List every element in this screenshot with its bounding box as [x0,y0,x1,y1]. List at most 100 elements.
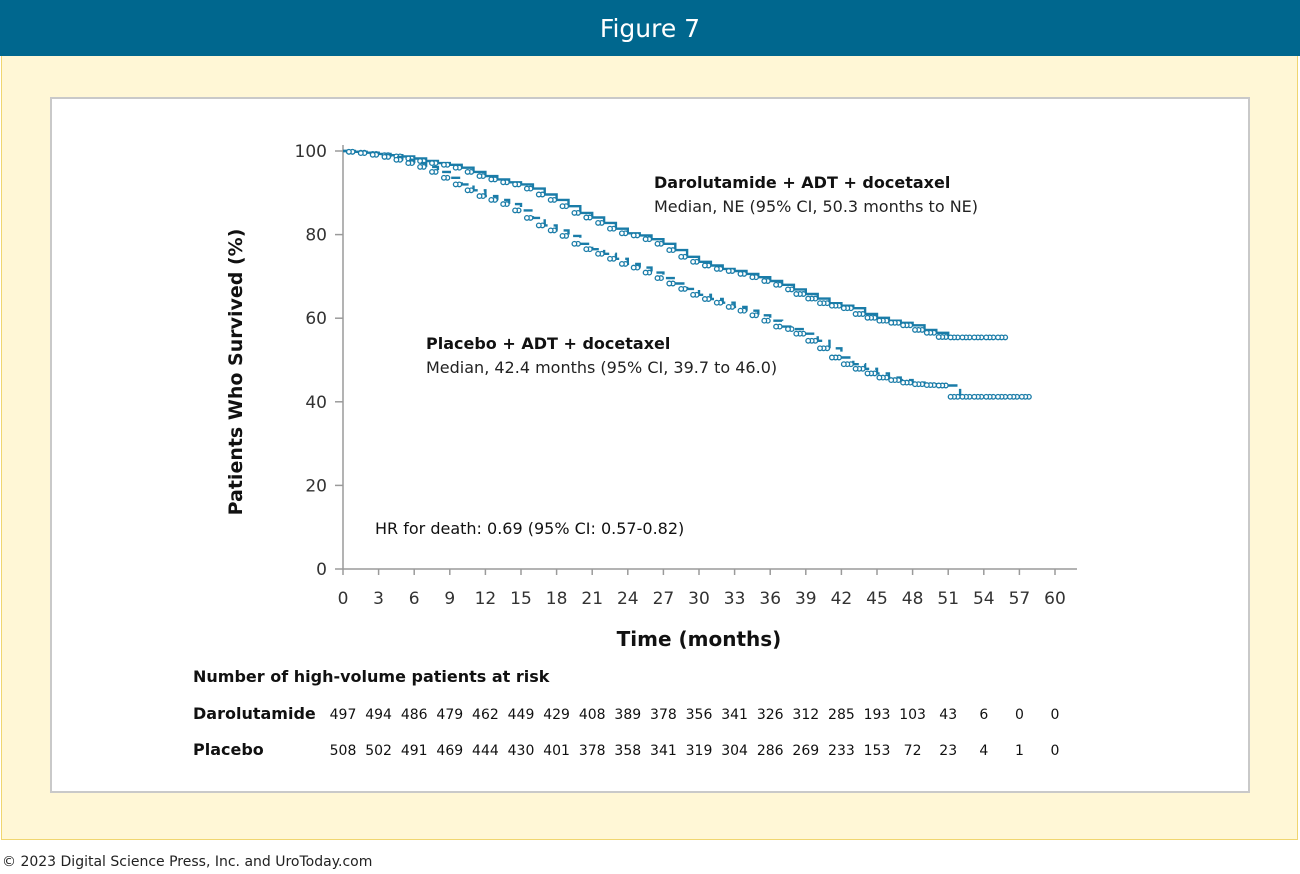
censor-mark [828,354,835,361]
censor-mark [793,330,800,337]
censor-mark [840,361,847,368]
censor-mark [666,247,673,254]
censor-mark [923,329,930,336]
censor-mark [971,393,978,400]
censor-mark [666,280,673,287]
risk-value: 0 [1051,743,1060,759]
censor-mark [429,168,435,175]
censor-mark [817,300,823,307]
censor-mark [785,326,791,333]
censor-mark [476,173,483,180]
censor-mark [559,232,566,239]
y-tick-label: 60 [305,309,327,329]
risk-value: 444 [472,743,499,759]
x-tick-label: 30 [688,589,710,609]
censor-mark [523,214,530,221]
censor-mark [381,153,388,160]
censor-mark [888,319,895,326]
risk-value: 0 [1051,707,1060,723]
series-1-name: Darolutamide + ADT + docetaxel [654,173,950,192]
series-1-median: Median, NE (95% CI, 50.3 months to NE) [654,197,978,216]
risk-value: 193 [864,707,891,723]
risk-value: 103 [899,707,926,723]
x-tick-label: 9 [444,589,455,609]
censor-mark [417,163,424,170]
censor-mark [864,314,871,321]
censor-mark [1018,393,1025,400]
censor-mark [523,185,530,192]
risk-value: 469 [436,743,463,759]
risk-value: 494 [365,707,392,723]
censor-mark [654,240,661,247]
censor-mark [535,191,542,198]
censor-mark [828,302,835,309]
censor-marks-1 [345,148,1009,341]
series-2-median: Median, 42.4 months (95% CI, 39.7 to 46.… [426,358,777,377]
censor-mark [630,232,637,239]
risk-value: 486 [401,707,428,723]
x-tick-label: 21 [581,589,603,609]
censor-mark [983,393,990,400]
censor-mark [725,268,732,274]
censor-mark [912,326,918,333]
y-tick-label: 100 [295,142,327,162]
x-tick-label: 57 [1009,589,1031,609]
censor-mark [959,393,966,400]
censor-mark [512,181,519,188]
censor-mark [642,269,649,276]
censor-mark [405,160,412,167]
x-tick-label: 27 [653,589,675,609]
x-tick-label: 12 [475,589,497,609]
x-tick-label: 45 [866,589,888,609]
censor-mark [876,317,883,324]
censor-mark [547,227,554,234]
censor-mark [369,151,376,158]
censor-mark [959,334,966,341]
risk-value: 378 [579,743,606,759]
x-tick-label: 48 [902,589,924,609]
censor-mark [983,334,990,341]
censor-mark [761,278,768,284]
x-tick-label: 6 [409,589,420,609]
copyright-footer: © 2023 Digital Science Press, Inc. and U… [2,854,373,870]
risk-value: 269 [792,743,819,759]
censor-mark [785,286,791,293]
censor-mark [900,322,907,329]
censor-mark [678,285,685,292]
censor-mark [440,161,447,168]
censor-mark [805,295,812,302]
risk-value: 401 [543,743,570,759]
censor-mark [923,382,930,389]
censor-mark [737,307,744,314]
censor-mark [852,311,859,317]
censor-mark [571,209,578,216]
censor-mark [618,230,625,237]
censor-mark [690,258,697,265]
y-axis-label: Patients Who Survived (%) [225,229,247,516]
censor-mark [864,370,871,377]
risk-value: 233 [828,743,855,759]
risk-value: 462 [472,707,499,723]
censor-mark [995,393,1001,400]
risk-value: 389 [614,707,641,723]
censor-mark [476,193,483,200]
censor-mark [559,203,566,210]
censor-mark [654,275,661,282]
x-tick-label: 15 [510,589,532,609]
censor-mark [713,265,720,272]
risk-value: 341 [650,743,677,759]
risk-value: 408 [579,707,606,723]
censor-mark [452,181,459,188]
censor-mark [793,291,800,297]
censor-mark [583,214,590,221]
censor-marks-2 [345,148,1032,400]
risk-value: 286 [757,743,784,759]
censor-mark [713,299,720,306]
risk-value: 312 [792,707,819,723]
chart-series [343,148,1032,400]
x-axis-label: Time (months) [617,627,782,651]
censor-mark [995,334,1001,341]
censor-mark [464,168,471,175]
x-tick-label: 0 [338,589,349,609]
risk-value: 23 [939,743,957,759]
